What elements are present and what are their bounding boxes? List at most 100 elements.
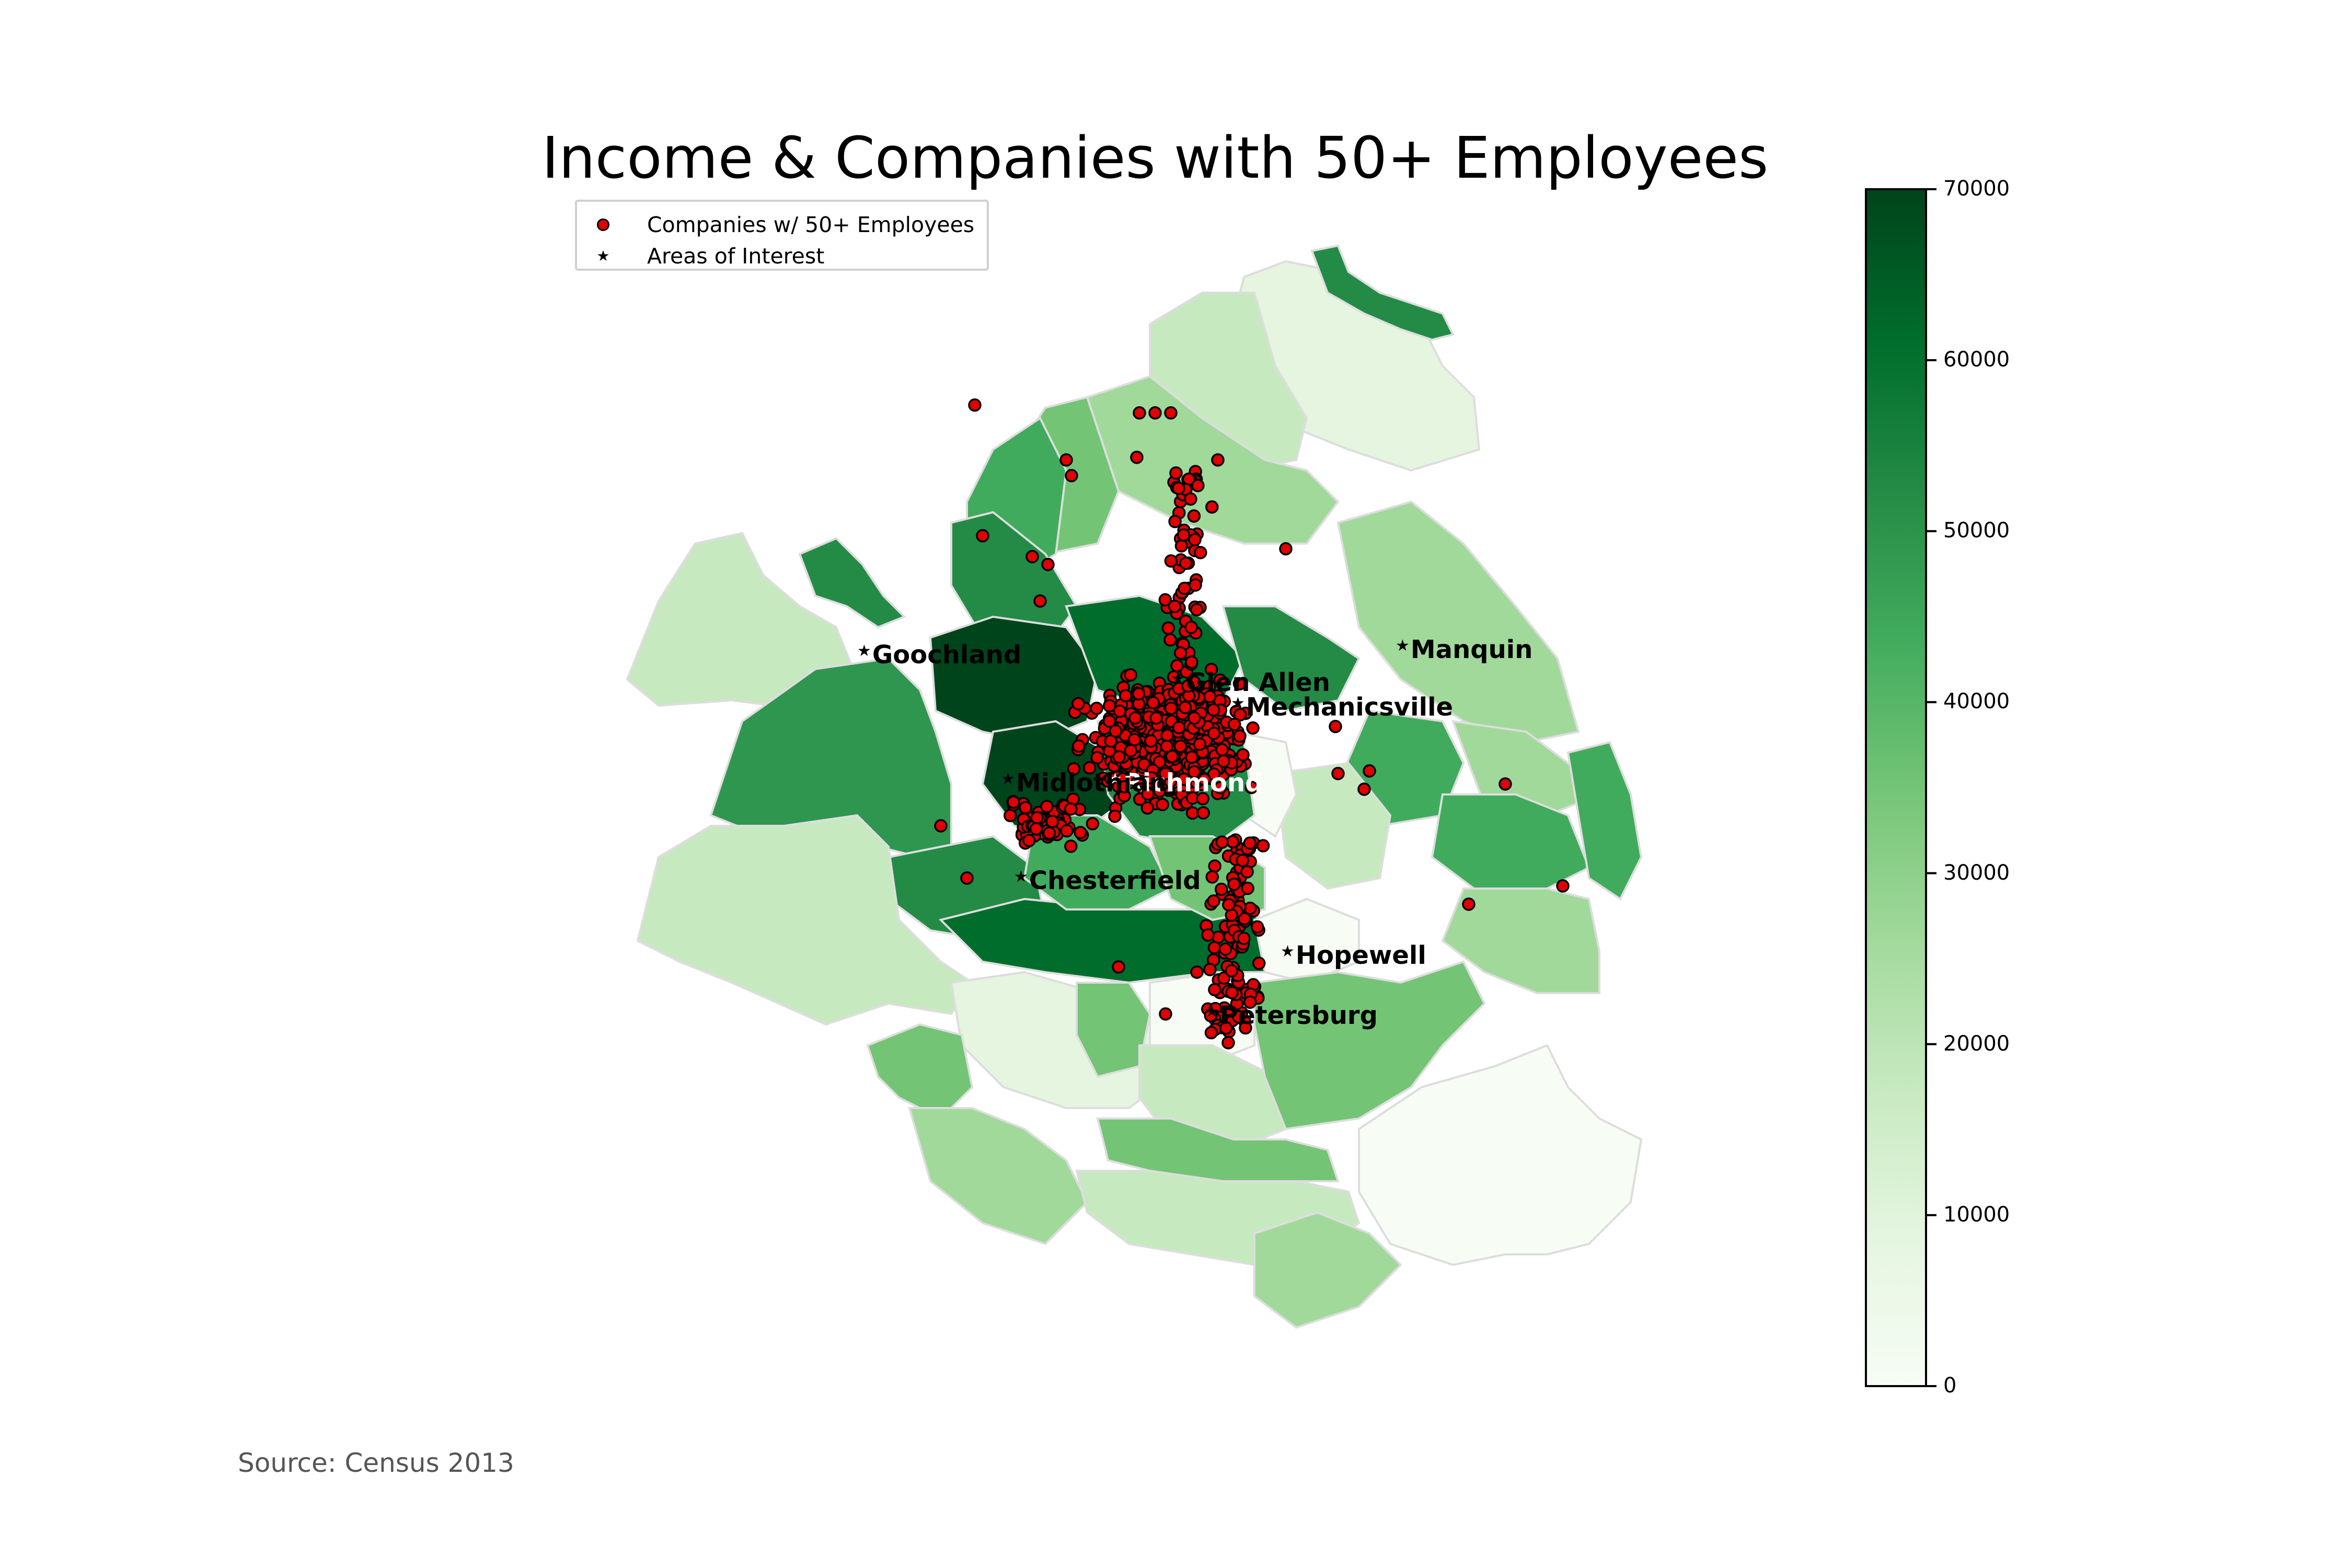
company-marker <box>1208 983 1221 997</box>
company-marker <box>1164 701 1178 715</box>
company-markers <box>934 398 1570 1050</box>
company-marker <box>1191 479 1205 492</box>
company-marker <box>1164 554 1178 568</box>
company-marker <box>1177 528 1191 542</box>
company-marker <box>1221 1036 1235 1050</box>
star-icon: ★ <box>1014 868 1028 886</box>
company-marker <box>1168 515 1182 528</box>
company-marker <box>1108 809 1122 823</box>
company-marker <box>1215 835 1229 849</box>
region-far-east-green <box>1431 793 1590 890</box>
company-marker <box>1252 956 1266 970</box>
company-marker <box>1124 668 1137 682</box>
colorbar-tick-label: 30000 <box>1943 860 2010 885</box>
company-marker <box>1227 718 1241 731</box>
company-marker <box>1243 995 1257 1009</box>
company-marker <box>1219 1021 1233 1035</box>
company-marker <box>1225 986 1239 999</box>
company-marker <box>1090 701 1103 716</box>
company-marker <box>1207 894 1220 908</box>
region-northeast-dark <box>1221 605 1361 712</box>
region-south-band <box>1096 1117 1340 1182</box>
legend-areas-label: Areas of Interest <box>647 244 825 269</box>
company-marker <box>1462 897 1475 911</box>
place-petersburg: ★Petersburg <box>1205 1001 1378 1030</box>
company-marker <box>1196 792 1209 805</box>
company-marker <box>1074 826 1087 839</box>
company-marker <box>1204 663 1218 676</box>
company-marker <box>1160 729 1174 742</box>
company-marker <box>1233 708 1247 722</box>
place-label: Petersburg <box>1219 1001 1378 1030</box>
company-marker <box>1065 469 1078 482</box>
company-marker <box>1164 406 1178 420</box>
company-marker <box>934 819 948 833</box>
company-marker <box>1112 750 1126 764</box>
company-marker <box>1072 739 1086 753</box>
place-label: Glen Allen <box>1185 668 1330 697</box>
company-marker <box>1082 761 1097 775</box>
company-marker <box>1207 727 1221 740</box>
company-marker <box>1363 764 1376 778</box>
company-marker <box>976 529 989 543</box>
colorbar-tick-label: 20000 <box>1943 1031 2010 1056</box>
colorbar-ticks <box>1926 188 1936 1387</box>
company-marker <box>1102 714 1116 728</box>
company-marker <box>1124 744 1138 757</box>
region-northeast-strip <box>1310 244 1455 341</box>
region-hopewell-area <box>1253 897 1360 984</box>
company-marker <box>1237 931 1251 946</box>
colorbar-tick-label: 0 <box>1943 1374 1957 1398</box>
company-marker <box>1217 754 1230 768</box>
star-icon: ★ <box>857 642 871 660</box>
company-marker <box>1060 824 1074 838</box>
place-label: Hopewell <box>1295 941 1426 970</box>
company-marker <box>1331 767 1345 780</box>
source-note: Source: Census 2013 <box>238 1448 514 1478</box>
company-marker <box>1201 928 1215 942</box>
company-marker <box>1243 836 1257 850</box>
place-goochland: ★Goochland <box>857 640 1021 670</box>
company-marker <box>1161 621 1175 635</box>
company-marker <box>1158 593 1172 607</box>
company-marker <box>1205 500 1219 514</box>
colorbar-tick-label: 60000 <box>1943 348 2010 372</box>
legend: Companies w/ 50+ Employees ★ Areas of In… <box>575 200 989 271</box>
region-far-south-green <box>1253 1211 1402 1329</box>
region-west-pale <box>626 532 859 712</box>
company-marker <box>1029 822 1043 836</box>
company-marker <box>1556 879 1570 893</box>
company-marker <box>1146 696 1160 710</box>
region-southwest-pale <box>636 814 974 1026</box>
company-marker <box>1179 556 1193 570</box>
company-marker <box>1170 659 1184 673</box>
company-marker <box>968 398 982 412</box>
company-marker <box>1163 633 1177 647</box>
legend-row-areas: ★ Areas of Interest <box>577 240 987 272</box>
company-marker <box>960 871 974 885</box>
company-marker <box>1279 542 1293 556</box>
colorbar-tick-label: 70000 <box>1943 177 2010 201</box>
company-marker <box>1185 655 1198 669</box>
place-label: Mechanicsville <box>1246 693 1454 722</box>
company-marker <box>1172 481 1185 495</box>
company-marker <box>1244 780 1259 794</box>
company-marker <box>1131 775 1145 789</box>
company-marker <box>1204 1009 1218 1022</box>
company-marker <box>1181 679 1195 693</box>
company-marker <box>1207 941 1221 954</box>
company-marker <box>1133 406 1146 420</box>
company-marker <box>1197 773 1212 787</box>
company-marker <box>1256 839 1270 852</box>
colorbar <box>1865 188 1936 1387</box>
company-marker <box>1178 581 1191 595</box>
star-icon: ★ <box>1281 942 1295 961</box>
company-marker <box>1213 673 1227 687</box>
star-icon: ★ <box>596 247 610 264</box>
company-marker <box>1004 809 1017 823</box>
company-marker <box>1064 802 1078 816</box>
company-marker <box>1145 771 1158 785</box>
colorbar-gradient <box>1865 188 1927 1387</box>
company-marker <box>1030 811 1044 825</box>
company-marker <box>1239 1021 1252 1035</box>
